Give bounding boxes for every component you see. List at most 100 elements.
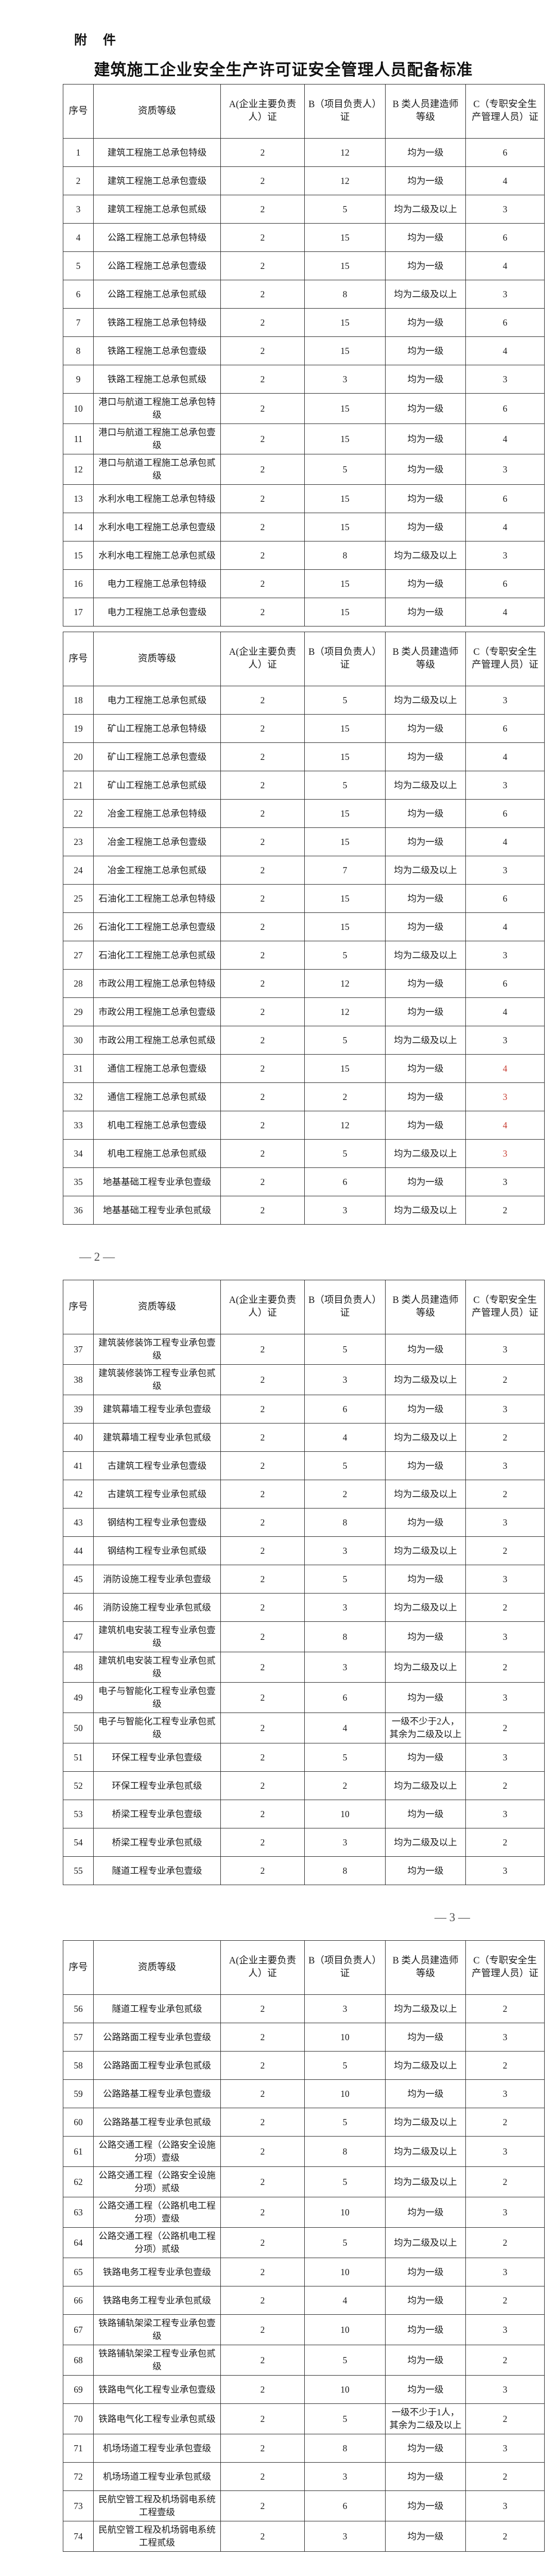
cell-a-cert: 2 [220,1621,305,1652]
table-row: 7 铁路工程施工总承包特级 2 15 均为一级 6 [63,308,545,337]
table-row: 21 矿山工程施工总承包贰级 2 5 均为二级及以上 3 [63,771,545,800]
table-row: 52 环保工程专业承包贰级 2 2 均为二级及以上 2 [63,1771,545,1800]
cell-index: 8 [63,336,94,365]
cell-a-cert: 2 [220,1828,305,1857]
cell-index: 40 [63,1423,94,1452]
cell-b-level: 均为一级 [385,1621,466,1652]
column-header-c-cert: C（专职安全生产管理人员）证 [465,1940,545,1995]
cell-c-cert: 3 [465,365,545,394]
column-header-c-cert: C（专职安全生产管理人员）证 [465,84,545,139]
cell-b-cert: 5 [304,1334,386,1365]
cell-grade: 铁路电气化工程专业承包壹级 [93,2375,221,2404]
cell-a-cert: 2 [220,799,305,828]
cell-a-cert: 2 [220,1743,305,1772]
cell-b-level: 均为一级 [385,1856,466,1885]
cell-b-cert: 5 [304,2108,386,2137]
cell-grade: 石油化工工程施工总承包特级 [93,884,221,913]
cell-grade: 公路路基工程专业承包贰级 [93,2108,221,2137]
table-row: 61 公路交通工程（公路安全设施分项）壹级 2 8 均为二级及以上 3 [63,2136,545,2167]
cell-b-cert: 10 [304,2197,386,2228]
cell-a-cert: 2 [220,1451,305,1480]
cell-c-cert: 4 [465,997,545,1026]
cell-index: 58 [63,2051,94,2080]
cell-grade: 公路路基工程专业承包壹级 [93,2079,221,2108]
cell-a-cert: 2 [220,1856,305,1885]
cell-a-cert: 2 [220,2403,305,2434]
cell-b-level: 均为二级及以上 [385,941,466,970]
table-row: 46 消防设施工程专业承包贰级 2 3 均为二级及以上 2 [63,1593,545,1622]
cell-c-cert: 4 [465,912,545,941]
cell-c-cert: 3 [465,1395,545,1423]
cell-index: 63 [63,2197,94,2228]
column-header-c-cert: C（专职安全生产管理人员）证 [465,632,545,686]
cell-a-cert: 2 [220,598,305,626]
cell-b-cert: 10 [304,2375,386,2404]
cell-c-cert: 3 [465,771,545,800]
cell-index: 4 [63,223,94,252]
cell-c-cert: 3 [465,2197,545,2228]
cell-b-cert: 15 [304,223,386,252]
cell-c-cert: 3 [465,1451,545,1480]
cell-index: 55 [63,1856,94,1885]
cell-index: 43 [63,1508,94,1537]
cell-b-level: 均为一级 [385,1167,466,1196]
cell-grade: 隧道工程专业承包壹级 [93,1856,221,1885]
cell-b-cert: 15 [304,393,386,424]
cell-c-cert: 3 [465,1621,545,1652]
cell-a-cert: 2 [220,1139,305,1168]
cell-b-cert: 8 [304,280,386,309]
cell-c-cert: 3 [465,2314,545,2345]
cell-c-cert: 2 [465,1423,545,1452]
cell-b-cert: 10 [304,2079,386,2108]
cell-index: 48 [63,1652,94,1683]
cell-a-cert: 2 [220,138,305,167]
cell-b-cert: 10 [304,2314,386,2345]
table-row: 37 建筑装修装饰工程专业承包壹级 2 5 均为一级 3 [63,1334,545,1365]
cell-c-cert: 3 [465,454,545,485]
personnel-table: 序号 资质等级 A(企业主要负责人）证 B（项目负责人）证 B 类人员建造师等级 C（专职… [63,632,545,1225]
cell-c-cert: 3 [465,2023,545,2052]
column-header-c-cert: C（专职安全生产管理人员）证 [465,1280,545,1334]
cell-b-cert: 15 [304,912,386,941]
cell-grade: 冶金工程施工总承包特级 [93,799,221,828]
table-row: 29 市政公用工程施工总承包壹级 2 12 均为一级 4 [63,997,545,1026]
cell-b-level: 均为一级 [385,365,466,394]
cell-b-level: 均为一级 [385,2286,466,2315]
cell-grade: 公路工程施工总承包壹级 [93,251,221,280]
cell-b-level: 均为一级 [385,1682,466,1713]
cell-grade: 市政公用工程施工总承包壹级 [93,997,221,1026]
cell-a-cert: 2 [220,336,305,365]
cell-grade: 港口与航道工程施工总承包贰级 [93,454,221,485]
cell-grade: 铁路电气化工程专业承包贰级 [93,2403,221,2434]
cell-b-level: 均为二级及以上 [385,1536,466,1565]
cell-index: 21 [63,771,94,800]
cell-a-cert: 2 [220,1334,305,1365]
cell-b-cert: 15 [304,598,386,626]
personnel-table: 序号 资质等级 A(企业主要负责人）证 B（项目负责人）证 B 类人员建造师等级 C（专职… [63,84,545,626]
cell-b-level: 均为一级 [385,598,466,626]
cell-b-level: 均为一级 [385,742,466,771]
cell-index: 64 [63,2227,94,2258]
cell-c-cert: 2 [465,2521,545,2552]
column-header-index: 序号 [63,632,94,686]
cell-index: 71 [63,2434,94,2463]
cell-grade: 铁路铺轨架梁工程专业承包壹级 [93,2314,221,2345]
cell-index: 9 [63,365,94,394]
cell-grade: 消防设施工程专业承包贰级 [93,1593,221,1622]
cell-b-cert: 15 [304,513,386,541]
cell-a-cert: 2 [220,714,305,743]
cell-a-cert: 2 [220,1508,305,1537]
cell-grade: 地基基础工程专业承包贰级 [93,1196,221,1225]
cell-grade: 铁路电务工程专业承包壹级 [93,2258,221,2286]
cell-a-cert: 2 [220,969,305,998]
cell-grade: 建筑机电安装工程专业承包壹级 [93,1621,221,1652]
cell-index: 37 [63,1334,94,1365]
table-row: 35 地基基础工程专业承包壹级 2 6 均为一级 3 [63,1167,545,1196]
cell-b-level: 均为一级 [385,336,466,365]
attachment-label: 附 件 [74,33,118,47]
cell-b-level: 均为二级及以上 [385,686,466,715]
cell-grade: 电子与智能化工程专业承包贰级 [93,1713,221,1743]
cell-b-level: 均为二级及以上 [385,1139,466,1168]
cell-b-level: 均为一级 [385,138,466,167]
cell-b-cert: 12 [304,997,386,1026]
